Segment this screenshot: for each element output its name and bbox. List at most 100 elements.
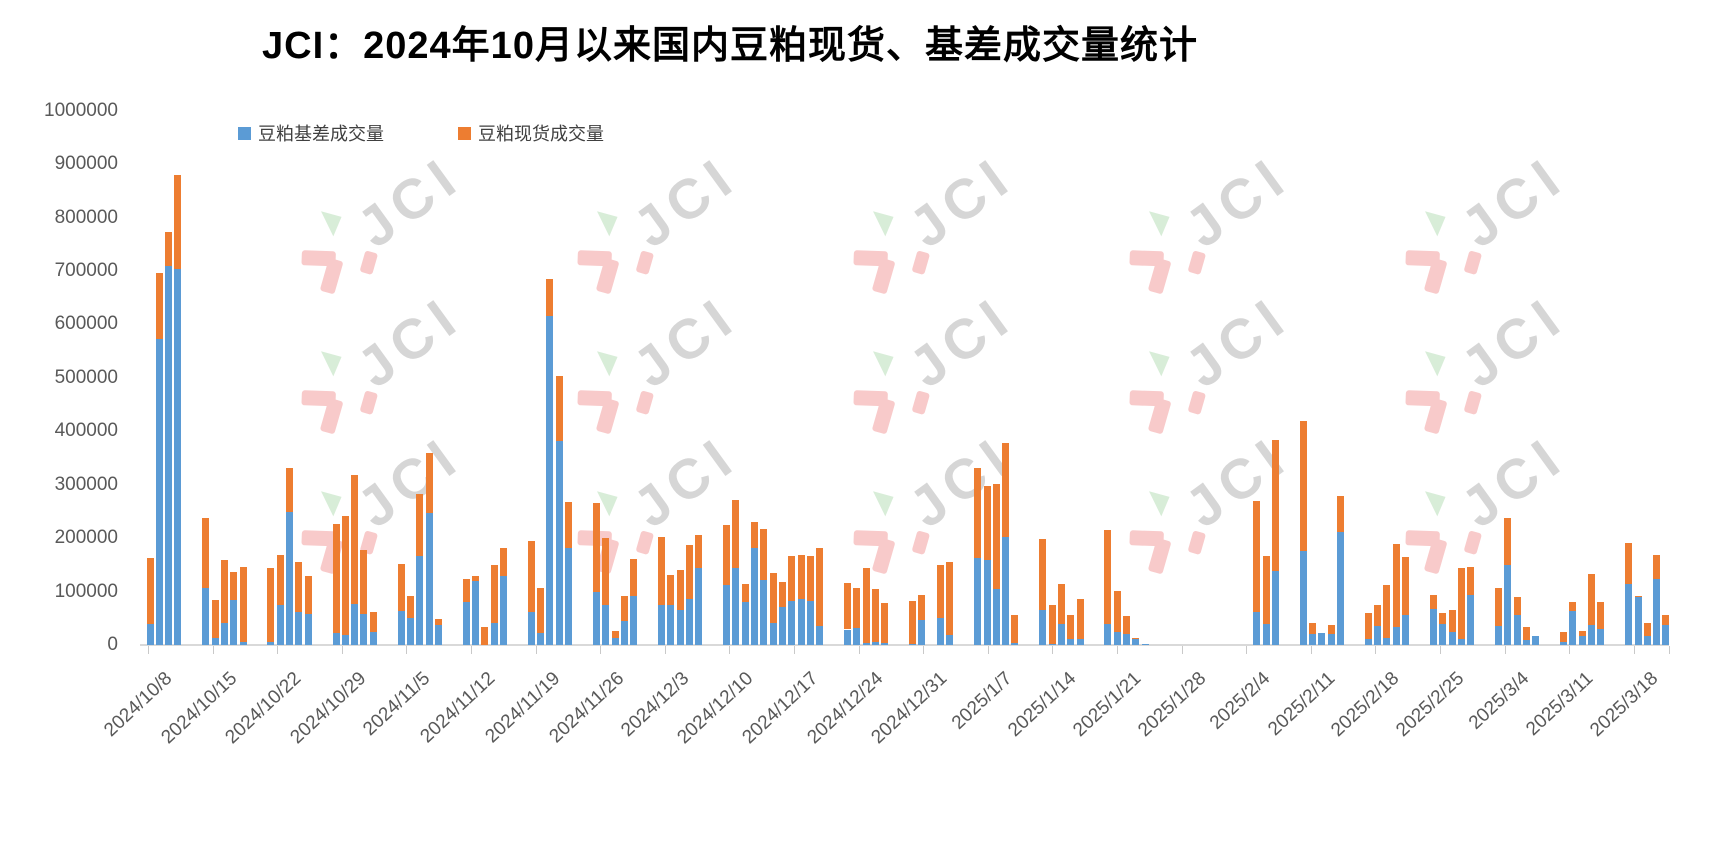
x-axis-tick [858,646,860,654]
bar-spot-segment [1113,591,1121,632]
bar-spot-segment [1504,518,1512,565]
bar-basis-segment [909,643,917,645]
bar-basis-segment [685,598,693,645]
bar-spot-segment [1513,597,1521,616]
bar-spot-segment [1560,631,1568,643]
bar-basis-segment [537,633,545,645]
bar-basis-segment [1113,631,1121,645]
x-axis-tick [471,646,472,654]
bar-basis-segment [1597,628,1605,645]
bar-spot-segment [769,572,777,624]
watermark-text: JCI [621,143,749,260]
y-axis-tick-label: 900000 [54,153,118,175]
bar-spot-segment [1374,605,1382,626]
bar-spot-segment [1653,554,1661,580]
bar-spot-segment [685,545,693,599]
bar-spot-segment [267,568,275,643]
x-axis-tick [1569,646,1571,654]
y-axis-tick-label: 700000 [54,259,118,281]
bar-spot-segment [165,231,173,266]
bar-spot-segment [881,602,889,643]
bar-spot-segment [546,279,554,317]
bar-basis-segment [406,618,414,645]
bar-basis-segment [1011,643,1019,645]
bar-basis-segment [351,603,359,645]
jci-logo-swoosh-icon [849,234,910,295]
x-axis-tick [987,646,989,654]
bar-spot-segment [1327,624,1335,635]
bar-basis-segment [1253,612,1261,645]
bar-basis-segment [918,619,926,645]
y-axis-tick-label: 100000 [54,580,118,602]
watermark-text: JCI [1449,423,1577,540]
y-axis-tick-label: 600000 [54,313,118,335]
bar-spot-segment [844,583,851,630]
jci-logo-leaf-icon [597,484,624,517]
bar-basis-segment [658,605,665,645]
bar-spot-segment [1634,595,1642,598]
bar-basis-segment [276,604,284,645]
bar-basis-segment [778,606,786,645]
watermark-text: JCI [1173,143,1301,260]
bar-basis-segment [741,601,749,645]
bar-basis-segment [1002,536,1010,645]
y-axis-tick-label: 200000 [54,527,118,549]
x-axis-tick [664,646,666,654]
x-axis-tick [1375,646,1377,654]
bar-basis-segment [220,622,228,645]
bar-basis-segment [806,600,814,645]
jci-logo-swoosh-icon [1125,514,1186,575]
legend-item-spot: 豆粕现货成交量 [458,120,604,146]
jci-logo-dash-icon [635,250,655,276]
watermark-text: JCI [1173,283,1301,400]
bar-basis-segment [360,614,368,645]
bar-spot-segment [732,499,740,568]
jci-logo-swoosh-icon [1401,374,1462,435]
bar-spot-segment [239,566,247,642]
bar-basis-segment [937,618,944,645]
bar-basis-segment [416,555,424,645]
x-axis-tick [1052,646,1054,654]
legend-swatch-orange-icon [458,126,471,140]
bar-basis-segment [1504,564,1512,645]
jci-watermark: JCI [548,143,788,276]
bar-basis-segment [602,604,610,645]
bar-spot-segment [406,595,414,619]
bar-spot-segment [1271,439,1279,571]
x-axis-tick [1504,646,1506,654]
bar-spot-segment [723,524,731,586]
bar-spot-segment [602,538,610,605]
bar-basis-segment [472,581,479,645]
x-axis-tick [148,646,149,654]
bar-basis-segment [1569,610,1577,645]
bar-spot-segment [751,521,758,549]
jci-logo-leaf-icon [321,344,348,377]
bar-spot-segment [667,575,675,605]
jci-logo-leaf-icon [1425,204,1452,237]
bar-basis-segment [1057,624,1065,645]
jci-watermark: JCI [272,423,512,556]
bar-basis-segment [769,623,777,645]
bar-basis-segment [1271,570,1279,645]
bar-basis-segment [397,610,405,645]
bar-spot-segment [1588,574,1595,625]
bar-basis-segment [1327,634,1335,645]
bar-spot-segment [1104,530,1112,624]
bar-spot-segment [1039,538,1047,611]
bar-spot-segment [462,578,470,602]
bar-basis-segment [1653,579,1661,645]
bar-spot-segment [937,565,944,619]
bar-basis-segment [425,513,433,645]
x-axis-tick [600,646,602,654]
y-axis-tick-label: 1000000 [44,99,118,121]
bar-spot-segment [155,272,163,340]
jci-logo-leaf-icon [1149,484,1176,517]
bar-spot-segment [620,595,628,621]
jci-logo-dash-icon [1463,390,1483,416]
jci-watermark: JCI [1100,143,1340,276]
x-axis-tick [341,646,343,654]
bar-spot-segment [555,375,563,442]
chart-title: JCI：2024年10月以来国内豆粕现货、基差成交量统计 [262,25,1198,67]
bar-basis-segment [676,609,684,645]
jci-logo-swoosh-icon [849,514,910,575]
